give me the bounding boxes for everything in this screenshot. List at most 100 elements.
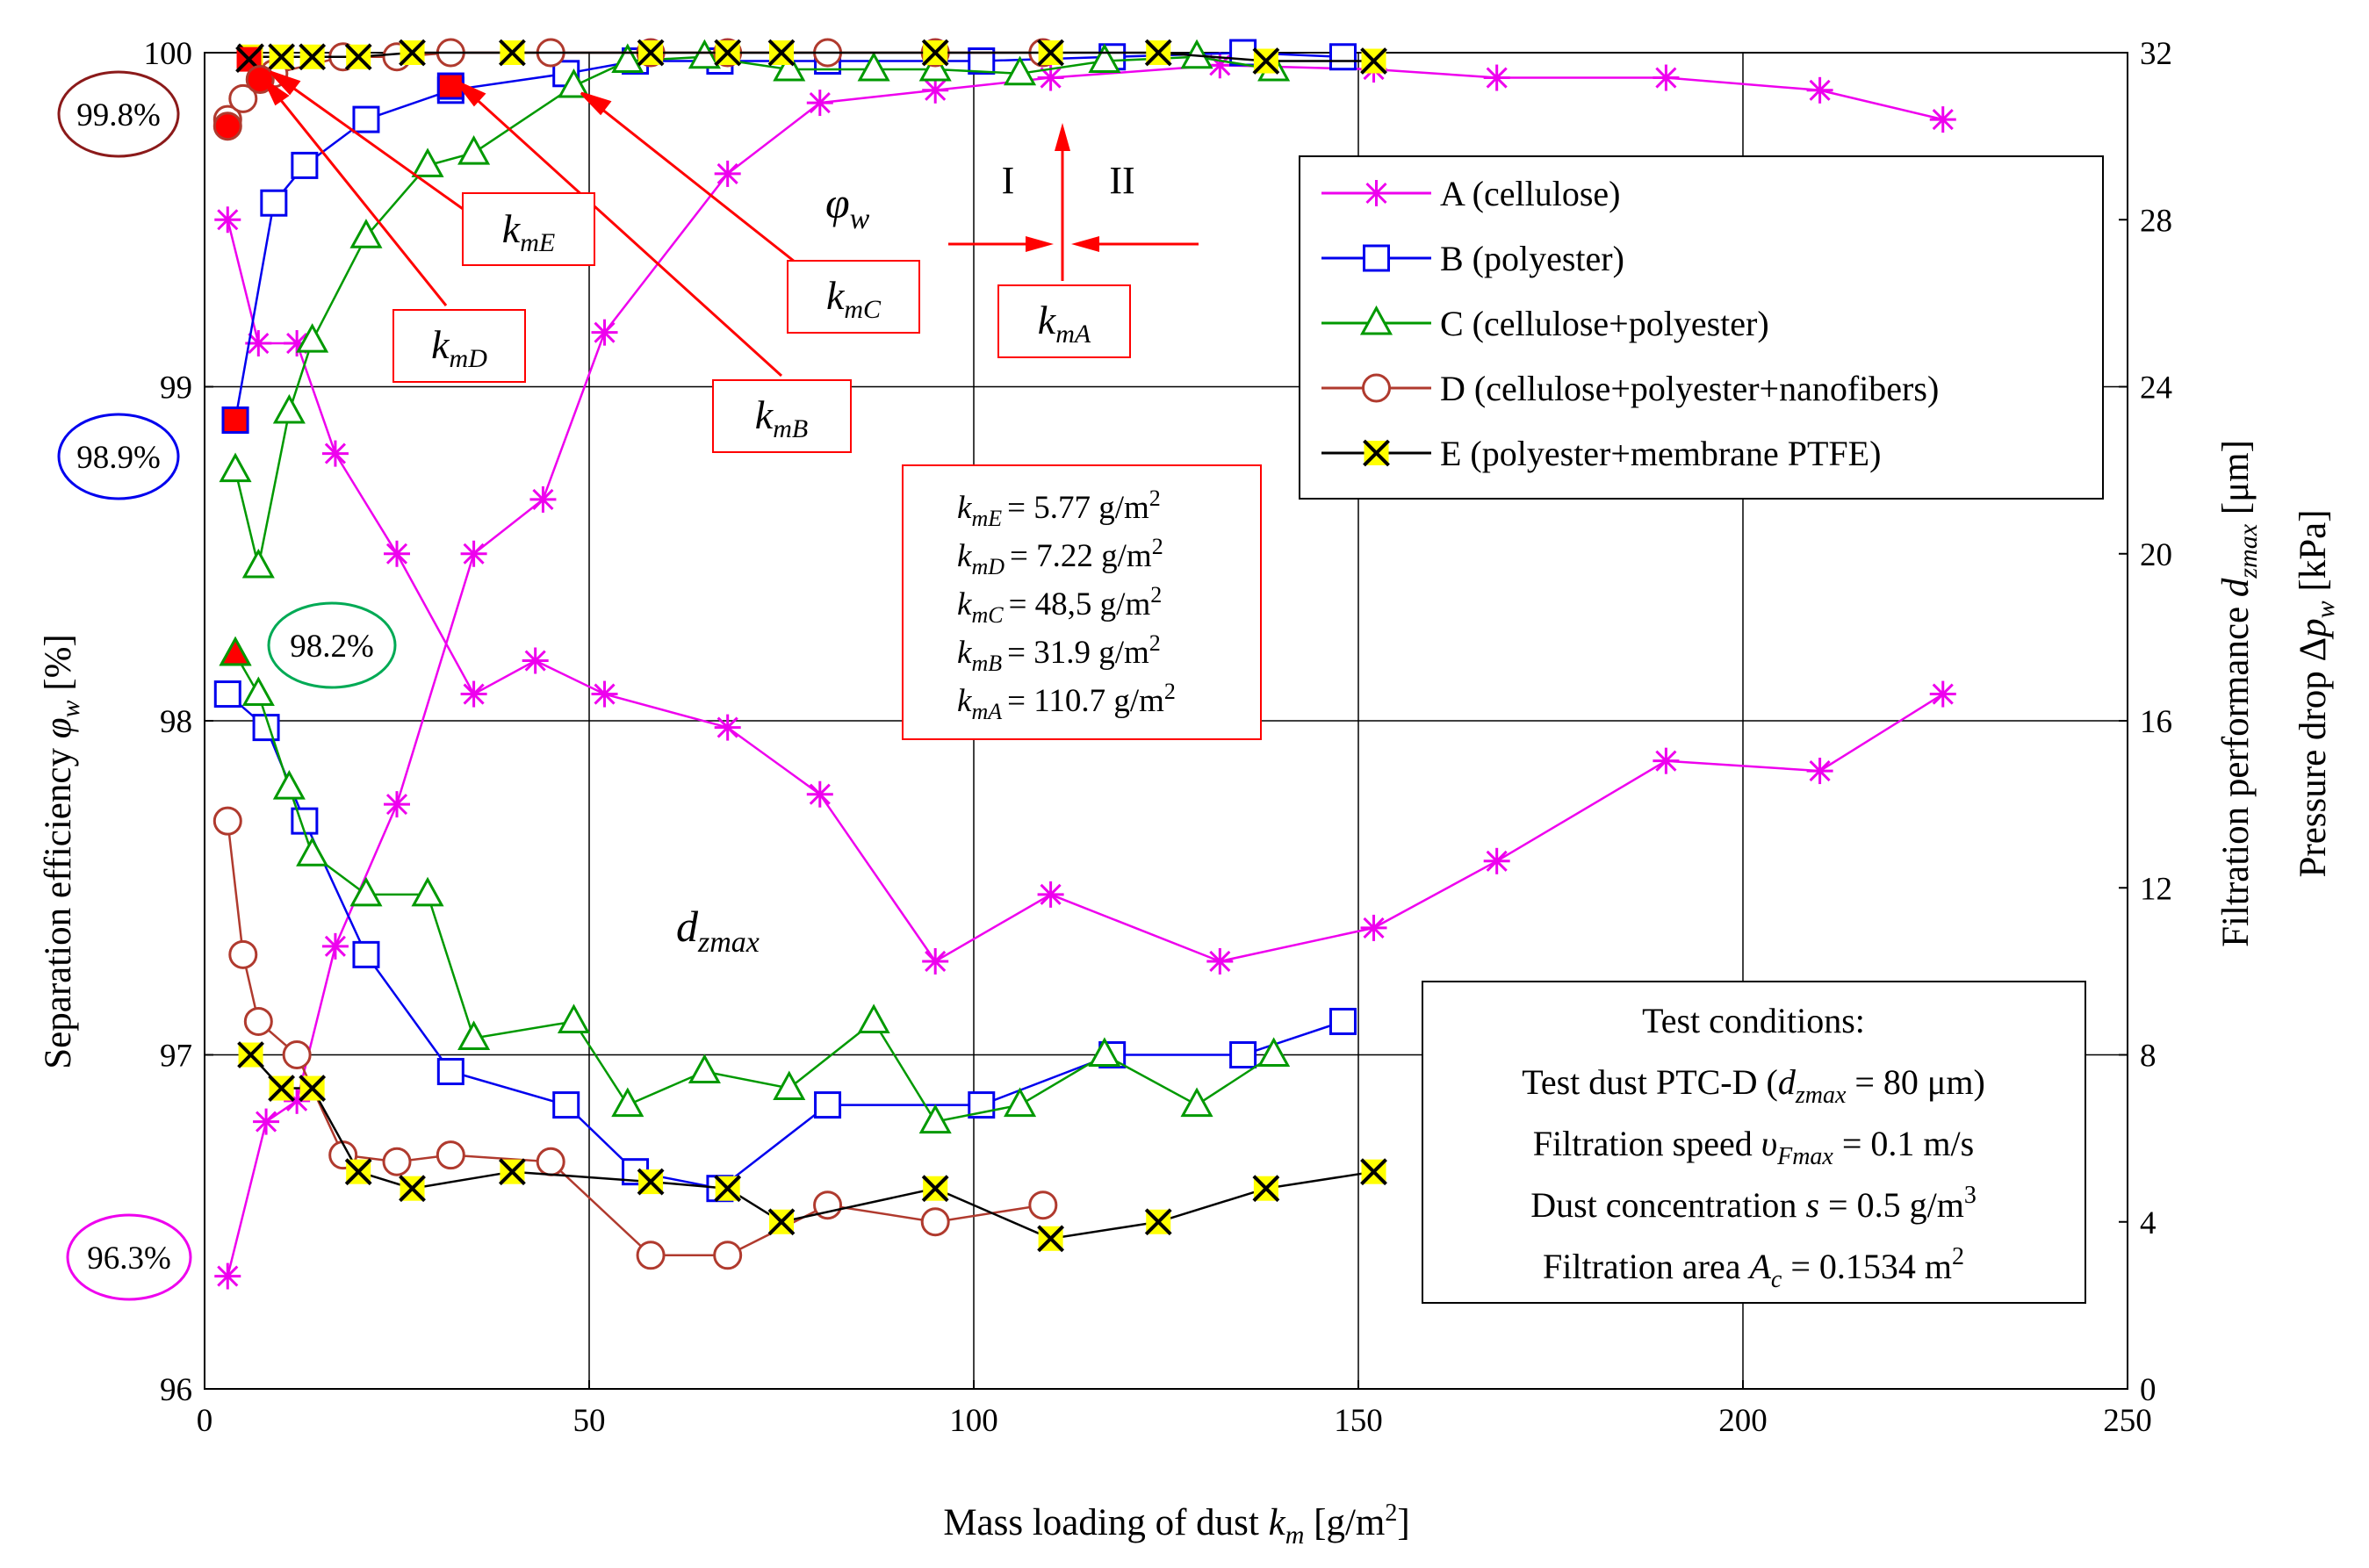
km-values-box: kmE = 5.77 g/m2 kmD = 7.22 g/m2 kmC = 48,5 … <box>902 464 1262 740</box>
ellipse-98-2 <box>267 601 397 689</box>
arrow-kmB-line <box>470 93 783 378</box>
series-B-dzmax-point <box>352 105 380 133</box>
series-E-efficiency-point <box>299 1075 327 1102</box>
dzmax-label: dzmax <box>676 902 760 959</box>
y-right1-title-sub: zmax <box>2234 523 2263 579</box>
arrow-kmD-head <box>262 76 290 106</box>
kmA-box: kmA <box>997 284 1131 358</box>
series-C-dzmax-point <box>411 147 444 177</box>
series-C-dzmax-point <box>296 323 329 353</box>
x-axis-title-unit: [g/m <box>1304 1502 1385 1543</box>
series-C-dzmax-point <box>1004 55 1037 86</box>
kmD-box: kmD <box>392 309 526 383</box>
kmE-box-frame <box>462 192 595 266</box>
divider-left-arrowhead <box>1026 236 1054 252</box>
km-value-B-val: = 31.9 g/m <box>1007 635 1149 671</box>
legend-entry-E: E (polyester+membrane PTFE) <box>1321 434 1881 473</box>
series-E-dzmax-point <box>921 39 949 67</box>
y-right-tick-label: 8 <box>2140 1039 2157 1075</box>
series-E-efficiency-point <box>714 1175 742 1203</box>
series-E-dzmax-point <box>344 43 372 71</box>
legend-swatch-marker <box>1359 305 1393 335</box>
km-value-E: kmE = 5.77 g/m2 <box>957 486 1161 531</box>
x-tick-labels: 0 50 100 150 200 250 <box>197 1380 2152 1439</box>
series-B-efficiency-point <box>213 680 241 708</box>
test-conditions-frame <box>1422 981 2086 1304</box>
series-A-efficiency-point <box>714 714 741 741</box>
series-C-efficiency-point <box>296 837 329 867</box>
series-C-efficiency-point <box>411 876 444 907</box>
arrow-kmC-line <box>596 104 796 263</box>
kmB-box: kmB <box>712 379 852 453</box>
kmC-sub: mC <box>844 295 882 324</box>
kmE-var: k <box>502 206 522 251</box>
y-left-tick-label: 99 <box>160 370 192 406</box>
series-D-efficiency-line <box>227 820 1043 1257</box>
series-C-efficiency-point <box>1088 1037 1121 1067</box>
legend-label: C (cellulose+polyester) <box>1440 304 1769 343</box>
km-value-E-k: k <box>957 490 972 526</box>
series-A-dzmax-point <box>321 932 349 960</box>
series-B-efficiency-point <box>1329 1007 1357 1035</box>
y-right-tick-labels: 0 4 8 12 16 20 24 28 32 <box>2119 36 2172 1408</box>
kmB-text: kmB <box>755 392 808 443</box>
y-right-tick-label: 20 <box>2140 537 2172 573</box>
x-axis-title-sub: m <box>1285 1521 1305 1550</box>
kmA-text: kmA <box>1038 298 1091 349</box>
tc4-sub: c <box>1771 1266 1782 1293</box>
km-value-A-sub: mA <box>971 699 1002 724</box>
series-C-dzmax-point <box>773 51 806 82</box>
series-C-dzmax-point <box>557 68 591 98</box>
km-value-E-sup: 2 <box>1149 486 1161 511</box>
x-tick-label: 0 <box>197 1403 213 1439</box>
series-E-dzmax-point <box>268 43 296 71</box>
series-C-efficiency-point <box>457 1020 491 1050</box>
legend-entry-D: D (cellulose+polyester+nanofibers) <box>1321 369 1939 408</box>
series-E-efficiency-point <box>399 1175 426 1203</box>
kmB-box-frame <box>712 379 852 453</box>
km-value-B-k: k <box>957 635 972 671</box>
km-value-C: kmC = 48,5 g/m2 <box>957 582 1162 628</box>
x-tick-label: 150 <box>1334 1403 1383 1439</box>
y-left-tick-labels: 96 97 98 99 100 <box>144 36 213 1408</box>
tc2-var: υ <box>1761 1124 1777 1163</box>
test-conditions-box: Test conditions: Test dust PTC-D (dzmax … <box>1422 981 2086 1304</box>
legend-frame <box>1299 155 2104 500</box>
x-tick-label: 100 <box>949 1403 998 1439</box>
series-D-efficiency-point <box>536 1147 565 1176</box>
legend-swatch-marker <box>1362 373 1391 403</box>
y-right1-title-unit: [μm] <box>2215 440 2257 524</box>
ellipse-96-3 <box>66 1213 192 1301</box>
series-E-dzmax <box>237 39 1387 75</box>
series-C-efficiency-point <box>349 876 383 907</box>
series-A-efficiency-point <box>522 647 549 674</box>
series-C-dzmax-point <box>349 219 383 248</box>
x-axis-title: Mass loading of dust km [g/m2] <box>943 1500 1409 1550</box>
km-value-E-val: = 5.77 g/m <box>1007 490 1149 526</box>
series-B-dzmax-point <box>1229 39 1257 67</box>
y-right-tick-label: 24 <box>2140 370 2172 406</box>
series-C-dzmax-point <box>611 43 644 74</box>
series-E-dzmax-point <box>498 39 526 67</box>
series-A-efficiency-point <box>1206 947 1234 975</box>
series-A-dzmax-point <box>1653 64 1680 91</box>
critical-point-E <box>235 46 263 74</box>
tc3-var: s <box>1805 1185 1819 1225</box>
series-A-efficiency-point <box>1929 680 1956 708</box>
series-D-efficiency-point <box>1028 1190 1058 1220</box>
tc3-post: = 0.5 g/m <box>1819 1185 1964 1225</box>
series-A-efficiency-point <box>1483 847 1510 874</box>
series-A-dzmax-point <box>253 1108 280 1135</box>
tc2-pre: Filtration speed <box>1533 1124 1761 1163</box>
km-value-C-sub: mC <box>971 602 1004 628</box>
arrow-kmE-line <box>287 83 466 212</box>
divider-up-arrowhead <box>1055 123 1070 151</box>
series-A-efficiency <box>214 206 1956 975</box>
series-B-efficiency <box>213 680 1357 1203</box>
tc2-sub: Fmax <box>1776 1143 1833 1170</box>
series-A-dzmax-point <box>591 319 618 346</box>
arrow-kmD-line <box>275 94 448 306</box>
series-A-efficiency-point <box>1037 881 1064 908</box>
y-left-tick-label: 100 <box>144 36 193 72</box>
series-E-efficiency-point <box>344 1158 372 1186</box>
